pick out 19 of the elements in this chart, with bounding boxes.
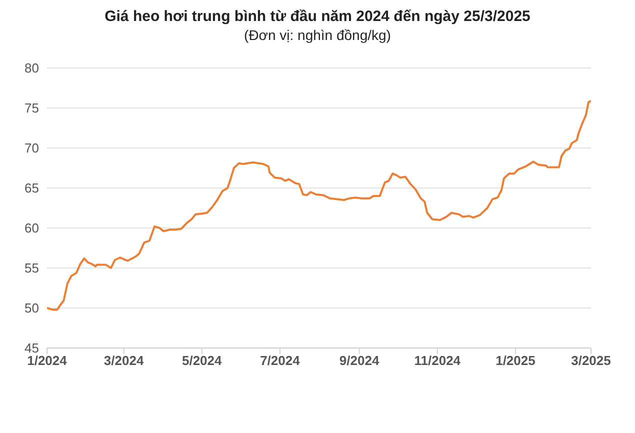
y-tick-label: 80	[24, 60, 39, 76]
x-tick-label: 1/2025	[496, 353, 536, 368]
x-tick-label: 1/2024	[27, 353, 68, 368]
y-tick-label: 60	[24, 220, 39, 236]
x-tick-label: 5/2024	[182, 353, 223, 368]
chart-title: Giá heo hơi trung bình từ đầu năm 2024 đến ngày 25/3/2025	[104, 8, 532, 25]
line-series	[47, 100, 591, 311]
x-tick-label: 3/2024	[104, 353, 144, 368]
y-tick-label: 65	[24, 180, 39, 196]
x-tick-label: 11/2024	[414, 353, 462, 368]
y-tick-label: 45	[24, 340, 39, 356]
y-tick-label: 50	[24, 300, 39, 316]
y-tick-label: 55	[24, 260, 39, 276]
x-tick-label: 7/2024	[260, 353, 301, 368]
chart-subtitle: (Đơn vị: nghìn đồng/kg)	[243, 27, 392, 43]
x-tick-label: 9/2024	[339, 353, 380, 368]
x-tick-label: 3/2025	[571, 353, 611, 368]
y-tick-label: 70	[24, 140, 39, 156]
y-tick-label: 75	[24, 100, 39, 116]
